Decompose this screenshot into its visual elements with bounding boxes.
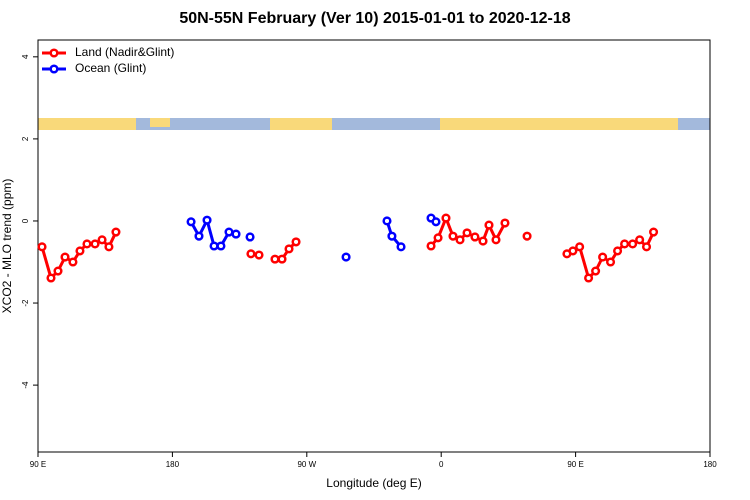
data-point <box>433 233 443 243</box>
data-point <box>478 236 488 246</box>
data-point <box>224 227 234 237</box>
data-point <box>277 254 287 264</box>
land-strip <box>38 118 136 130</box>
x-tick-label: 180 <box>703 460 717 469</box>
data-point <box>628 239 638 249</box>
chart-title: 50N-55N February (Ver 10) 2015-01-01 to … <box>179 10 570 27</box>
data-point <box>291 237 301 247</box>
data-point <box>382 216 392 226</box>
data-point <box>75 246 85 256</box>
data-point <box>209 241 219 251</box>
data-point <box>37 242 47 252</box>
data-point <box>605 257 616 267</box>
data-point <box>111 227 121 237</box>
data-point <box>387 231 397 241</box>
data-point <box>284 244 294 254</box>
data-point <box>470 232 480 242</box>
data-point <box>613 246 623 256</box>
data-point <box>441 213 451 223</box>
plot-frame <box>37 39 711 453</box>
data-point <box>591 266 601 276</box>
data-point <box>245 232 255 242</box>
y-tick-label: -2 <box>21 299 30 307</box>
data-point <box>194 231 204 241</box>
y-tick-label: 0 <box>21 218 30 223</box>
data-point <box>104 242 114 252</box>
x-tick-label: 90 E <box>30 460 46 469</box>
data-point <box>491 235 501 245</box>
y-tick-label: 2 <box>21 136 30 141</box>
data-point <box>575 242 585 252</box>
data-point <box>53 266 63 276</box>
x-tick-label: 90 E <box>567 460 583 469</box>
x-tick-label: 180 <box>166 460 180 469</box>
legend-text: Ocean (Glint) <box>75 61 146 75</box>
data-point <box>641 242 652 252</box>
data-point <box>431 217 441 227</box>
data-point <box>202 215 212 225</box>
legend-marker <box>49 48 59 58</box>
data-point <box>462 228 472 238</box>
data-point <box>90 239 100 249</box>
data-point <box>68 257 78 267</box>
x-tick-label: 90 W <box>297 460 316 469</box>
y-tick-label: -4 <box>21 381 30 389</box>
series-line <box>40 214 655 281</box>
data-point <box>598 252 608 262</box>
land-strip <box>270 118 332 130</box>
data-point <box>620 239 630 249</box>
legend-text: Land (Nadir&Glint) <box>75 45 174 59</box>
data-point <box>82 239 92 249</box>
land-strip <box>440 118 678 130</box>
x-tick-label: 0 <box>439 460 444 469</box>
y-axis-label: XCO2 - MLO trend (ppm) <box>0 179 14 314</box>
data-point <box>231 229 241 239</box>
data-point <box>426 241 436 251</box>
data-point <box>46 273 56 283</box>
data-point <box>455 235 465 245</box>
map-strip <box>38 118 710 130</box>
data-point <box>254 250 264 260</box>
data-point <box>60 252 70 262</box>
data-point <box>522 231 532 241</box>
y-tick-label: 4 <box>21 54 30 59</box>
x-axis-label: Longitude (deg E) <box>326 476 421 490</box>
data-point <box>270 254 280 264</box>
data-point <box>635 235 645 245</box>
data-point <box>484 220 494 230</box>
data-point <box>97 235 107 245</box>
data-point <box>341 252 351 262</box>
data-point <box>216 241 226 251</box>
data-point <box>396 242 406 252</box>
data-point <box>500 218 510 228</box>
data-point <box>584 273 594 283</box>
land-strip <box>150 118 170 127</box>
legend-marker <box>49 64 59 74</box>
data-point <box>246 249 256 259</box>
data-point <box>448 231 458 241</box>
data-point <box>649 227 659 237</box>
data-point <box>568 246 578 256</box>
data-point <box>186 217 196 227</box>
